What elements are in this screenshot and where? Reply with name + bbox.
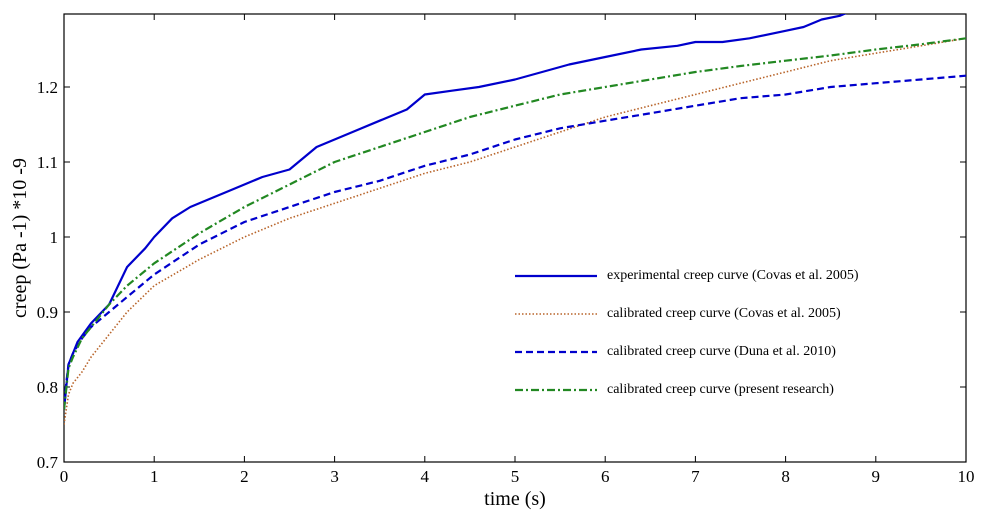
y-tick-label: 0.7 bbox=[37, 453, 59, 472]
x-tick-label: 7 bbox=[691, 467, 700, 486]
x-tick-label: 2 bbox=[240, 467, 249, 486]
x-axis-title: time (s) bbox=[484, 488, 546, 510]
y-tick-label: 0.8 bbox=[37, 378, 58, 397]
legend-label-4: calibrated creep curve (present research… bbox=[607, 382, 834, 397]
legend-label-1: experimental creep curve (Covas et al. 2… bbox=[607, 268, 859, 283]
y-tick-label: 1.2 bbox=[37, 78, 58, 97]
x-tick-label: 5 bbox=[511, 467, 520, 486]
x-tick-label: 4 bbox=[421, 467, 430, 486]
x-tick-label: 0 bbox=[60, 467, 69, 486]
x-tick-label: 1 bbox=[150, 467, 159, 486]
x-tick-label: 10 bbox=[958, 467, 975, 486]
y-tick-label: 1 bbox=[50, 228, 59, 247]
y-tick-label: 1.1 bbox=[37, 153, 58, 172]
x-tick-label: 6 bbox=[601, 467, 610, 486]
y-tick-label: 0.9 bbox=[37, 303, 58, 322]
x-tick-label: 9 bbox=[872, 467, 881, 486]
y-axis-title: creep (Pa -1) *10 -9 bbox=[9, 158, 31, 318]
legend-label-3: calibrated creep curve (Duna et al. 2010… bbox=[607, 344, 836, 359]
legend-label-2: calibrated creep curve (Covas et al. 200… bbox=[607, 306, 841, 321]
x-tick-label: 8 bbox=[781, 467, 790, 486]
x-tick-label: 3 bbox=[330, 467, 339, 486]
